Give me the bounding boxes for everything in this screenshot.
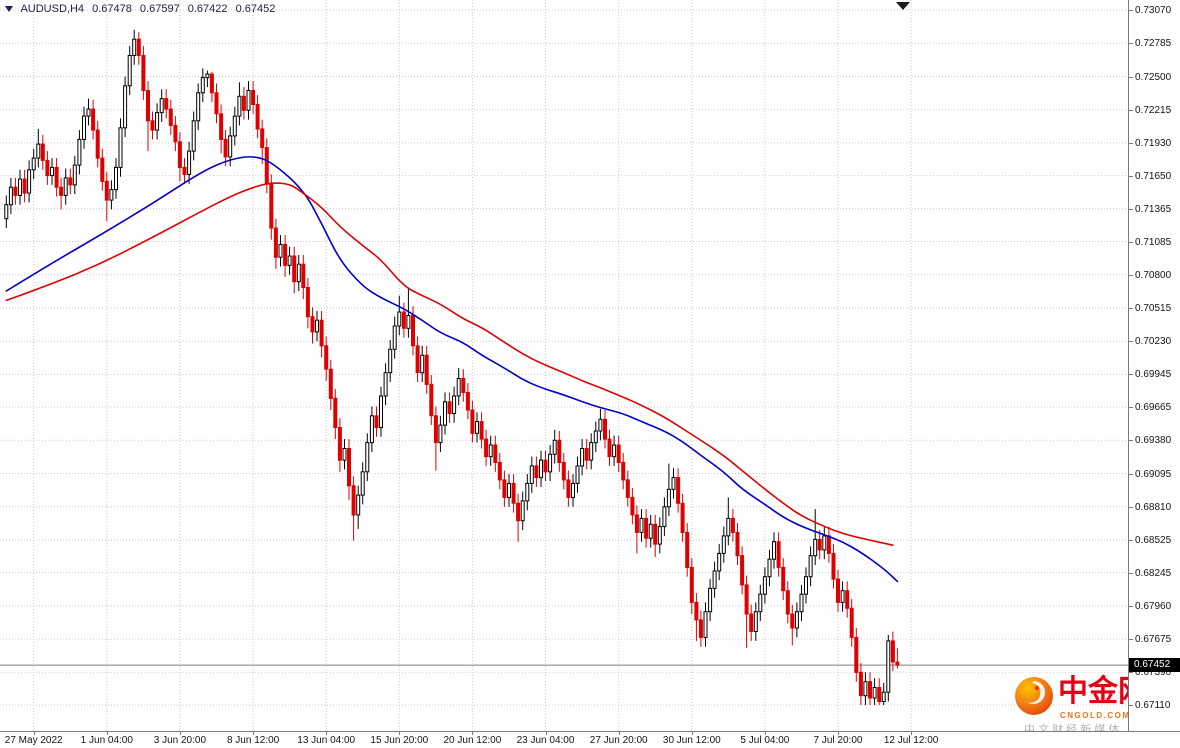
time-axis-tick <box>691 732 693 735</box>
symbol-timeframe-label: AUDUSD,H4 <box>20 3 85 15</box>
price-axis-label: 0.71930 <box>1135 137 1172 149</box>
time-axis-tick <box>179 732 181 735</box>
watermark-domain: CNGOLD.COM.CN <box>1060 711 1149 720</box>
price-axis-label: 0.69665 <box>1135 402 1172 414</box>
time-axis[interactable]: 27 May 2022 1 Jun 04:00 3 Jun 20:00 8 Jun 1… <box>0 731 1180 748</box>
price-axis-label: 0.71650 <box>1135 170 1172 182</box>
price-axis-tick <box>1129 705 1133 706</box>
price-axis-label: 0.72500 <box>1135 71 1172 83</box>
price-axis-tick <box>1129 175 1133 177</box>
time-axis-label: 13 Jun 04:00 <box>297 735 356 746</box>
price-axis-tick <box>1129 43 1133 45</box>
symbol-marker-icon <box>5 6 13 12</box>
price-axis-tick <box>1129 572 1133 574</box>
time-axis-tick <box>33 732 35 735</box>
price-axis-label: 0.70515 <box>1135 302 1172 314</box>
price-axis-label: 0.71085 <box>1135 236 1172 248</box>
time-axis-label: 1 Jun 04:00 <box>80 735 133 746</box>
time-axis-label: 8 Jun 12:00 <box>226 735 280 746</box>
time-axis-label: 3 Jun 20:00 <box>153 735 207 746</box>
price-axis-tick <box>1129 76 1133 78</box>
price-axis-tick <box>1129 374 1133 376</box>
price-axis-label: 0.73070 <box>1135 5 1172 16</box>
price-axis-tick <box>1129 540 1133 541</box>
price-axis-tick <box>1129 639 1133 641</box>
open-value: 0.67478 <box>92 3 132 15</box>
time-axis-label: 12 Jul 12:00 <box>883 735 939 746</box>
time-axis-tick <box>545 732 547 735</box>
time-axis-tick <box>253 732 255 735</box>
price-axis-tick <box>1129 10 1133 11</box>
price-axis-tick <box>1129 506 1133 508</box>
price-axis-tick <box>1129 473 1133 475</box>
price-axis-label: 0.70800 <box>1135 269 1172 281</box>
price-axis-label: 0.67960 <box>1135 600 1172 612</box>
price-axis-tick <box>1129 142 1133 144</box>
time-axis-label: 27 May 2022 <box>4 735 63 746</box>
time-axis-label: 20 Jun 12:00 <box>443 735 502 746</box>
price-axis-tick <box>1129 341 1133 343</box>
price-axis-label: 0.68525 <box>1135 535 1172 546</box>
time-axis-label: 15 Jun 20:00 <box>370 735 429 746</box>
price-axis-label: 0.72215 <box>1135 104 1172 116</box>
ma-slow-line <box>5 182 894 546</box>
price-axis-tick <box>1129 605 1133 607</box>
time-axis-tick <box>326 732 328 735</box>
time-axis-label: 27 Jun 20:00 <box>589 735 648 746</box>
high-value: 0.67597 <box>139 3 180 15</box>
time-axis-label: 7 Jul 20:00 <box>813 735 863 746</box>
ma-fast-line <box>5 156 899 583</box>
price-axis-tick <box>1129 208 1133 210</box>
chart-canvas <box>0 0 1128 731</box>
price-axis-tick <box>1129 274 1133 276</box>
time-axis-tick <box>838 732 839 735</box>
low-value: 0.67422 <box>187 3 228 15</box>
price-axis-label: 0.67675 <box>1135 634 1172 646</box>
price-axis-label: 0.69095 <box>1135 468 1172 480</box>
chart-shift-marker-icon <box>896 2 910 10</box>
time-axis-label: 30 Jun 12:00 <box>662 735 721 746</box>
price-axis[interactable]: 0.67452 0.73070 0.72785 0.72500 0.72215 0.71… <box>1128 0 1180 731</box>
price-axis-label: 0.68245 <box>1135 567 1172 579</box>
price-axis-label: 0.69945 <box>1135 369 1172 381</box>
price-axis-tick <box>1129 241 1133 243</box>
price-axis-label: 0.68810 <box>1135 501 1172 513</box>
cngold-logo-icon <box>1015 677 1053 715</box>
candles-layer <box>4 29 900 705</box>
price-axis-label: 0.67110 <box>1135 700 1171 711</box>
price-axis-label: 0.72785 <box>1135 38 1172 50</box>
price-axis-tick <box>1129 440 1133 442</box>
price-chart-plot[interactable]: AUDUSD,H4 0.67478 0.67597 0.67422 0.6745… <box>0 0 1128 731</box>
time-axis-tick <box>911 732 913 735</box>
close-value: 0.67452 <box>235 3 276 15</box>
price-axis-tick <box>1129 109 1133 111</box>
time-axis-tick <box>399 732 401 735</box>
time-axis-label: 23 Jun 04:00 <box>516 735 575 746</box>
price-axis-label: 0.69380 <box>1135 435 1172 447</box>
time-axis-tick <box>618 732 620 735</box>
price-axis-label: 0.71365 <box>1135 203 1172 215</box>
price-axis-tick <box>1129 407 1133 409</box>
time-axis-label: 5 Jul 04:00 <box>740 735 790 746</box>
time-axis-tick <box>764 732 766 735</box>
price-axis-tick <box>1129 307 1133 309</box>
price-axis-tick <box>1129 672 1133 674</box>
ohlc-info: AUDUSD,H4 0.67478 0.67597 0.67422 0.6745… <box>5 3 280 15</box>
current-price-tag: 0.67452 <box>1129 658 1180 673</box>
price-axis-label: 0.67390 <box>1135 667 1172 679</box>
time-axis-tick <box>106 732 108 735</box>
price-axis-label: 0.70230 <box>1135 336 1172 348</box>
time-axis-tick <box>472 732 474 735</box>
